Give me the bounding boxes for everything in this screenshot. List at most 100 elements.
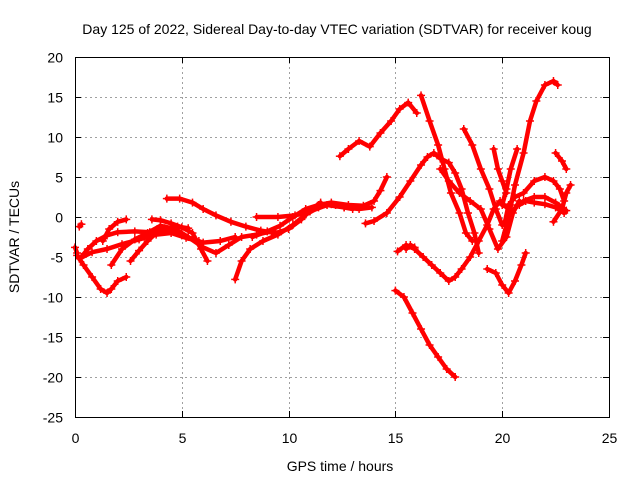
- series-track-15: [363, 150, 481, 256]
- data-point-marker: [562, 189, 571, 197]
- data-point-marker: [466, 253, 475, 261]
- data-point-marker: [184, 233, 193, 241]
- data-point-marker: [436, 165, 445, 173]
- data-point-marker: [455, 189, 464, 197]
- data-point-marker: [498, 237, 507, 245]
- x-tick-label: 10: [282, 430, 298, 446]
- data-point-marker: [143, 229, 152, 237]
- data-point-marker: [73, 249, 82, 257]
- data-point-marker: [143, 237, 152, 245]
- data-point-marker: [434, 353, 443, 361]
- x-tick-label: 15: [388, 430, 404, 446]
- data-point-marker: [549, 77, 558, 85]
- data-point-marker: [468, 141, 477, 149]
- data-point-marker: [464, 209, 473, 217]
- data-point-marker: [530, 177, 539, 185]
- data-point-marker: [558, 205, 567, 213]
- series-track-26: [551, 182, 573, 225]
- data-point-marker: [197, 245, 206, 253]
- data-point-marker: [521, 197, 530, 205]
- data-point-marker: [399, 293, 408, 301]
- data-point-marker: [252, 213, 261, 221]
- data-point-marker: [382, 173, 391, 181]
- data-point-marker: [485, 185, 494, 193]
- series-track-18: [418, 93, 475, 244]
- data-point-marker: [404, 98, 413, 107]
- data-point-marker: [417, 91, 426, 100]
- data-point-marker: [436, 269, 445, 277]
- data-point-marker: [457, 265, 466, 273]
- data-point-marker: [511, 277, 520, 285]
- data-point-marker: [442, 365, 451, 373]
- data-point-marker: [506, 165, 515, 173]
- data-point-marker: [513, 145, 522, 153]
- data-point-marker: [96, 285, 105, 293]
- x-tick-label: 20: [495, 430, 511, 446]
- y-axis-label: SDTVAR / TECUs: [6, 181, 22, 293]
- x-tick-label: 5: [179, 430, 187, 446]
- series-track-9: [100, 217, 129, 244]
- data-point-marker: [444, 277, 453, 285]
- data-point-marker: [258, 237, 267, 245]
- data-point-marker: [130, 227, 139, 236]
- data-point-marker: [156, 216, 165, 225]
- data-point-marker: [147, 215, 156, 224]
- data-point-marker: [335, 152, 344, 161]
- series-track-29: [499, 146, 520, 208]
- data-point-marker: [483, 265, 492, 273]
- chart-title: Day 125 of 2022, Sidereal Day-to-day VTE…: [82, 21, 591, 37]
- data-point-marker: [167, 219, 176, 228]
- data-point-marker: [555, 185, 564, 193]
- data-point-marker: [425, 341, 434, 349]
- data-point-marker: [540, 81, 549, 89]
- data-point-marker: [549, 217, 558, 226]
- x-tick-label: 25: [602, 430, 618, 446]
- data-point-marker: [175, 194, 184, 203]
- data-point-marker: [393, 247, 402, 256]
- data-point-marker: [423, 153, 432, 161]
- data-point-marker: [491, 269, 500, 277]
- data-point-marker: [427, 261, 436, 269]
- data-point-marker: [113, 228, 122, 237]
- data-point-marker: [344, 145, 353, 153]
- data-point-marker: [498, 281, 507, 289]
- series-track-14: [337, 100, 420, 159]
- data-point-marker: [562, 165, 571, 173]
- data-point-marker: [410, 243, 419, 252]
- data-point-marker: [466, 197, 475, 205]
- data-point-marker: [551, 149, 560, 157]
- data-point-marker: [519, 189, 528, 197]
- data-point-marker: [370, 197, 379, 205]
- data-point-marker: [532, 97, 541, 105]
- data-point-marker: [406, 241, 415, 249]
- data-series: [71, 77, 575, 381]
- data-point-marker: [502, 185, 511, 193]
- y-tick-label: -20: [43, 370, 63, 386]
- data-point-marker: [566, 181, 575, 189]
- data-point-marker: [412, 109, 421, 117]
- data-point-marker: [188, 229, 197, 237]
- data-point-marker: [288, 221, 297, 229]
- data-point-marker: [160, 224, 169, 233]
- data-point-marker: [387, 117, 396, 125]
- data-point-marker: [530, 198, 539, 207]
- data-point-marker: [291, 211, 300, 220]
- data-point-marker: [540, 193, 549, 201]
- data-point-marker: [103, 289, 112, 297]
- data-point-marker: [367, 203, 376, 212]
- data-point-marker: [489, 145, 498, 153]
- data-point-marker: [188, 198, 197, 207]
- data-point-marker: [130, 235, 139, 244]
- y-tick-label: 15: [47, 90, 63, 106]
- series-track-1: [74, 253, 129, 296]
- data-point-marker: [246, 245, 255, 253]
- data-point-marker: [75, 254, 84, 263]
- data-point-marker: [402, 245, 411, 253]
- data-point-marker: [553, 81, 562, 89]
- data-point-marker: [425, 117, 434, 125]
- data-point-marker: [231, 275, 240, 284]
- data-point-marker: [417, 325, 426, 333]
- data-point-marker: [226, 217, 235, 226]
- x-tick-label: 0: [72, 430, 80, 446]
- data-point-marker: [77, 220, 86, 229]
